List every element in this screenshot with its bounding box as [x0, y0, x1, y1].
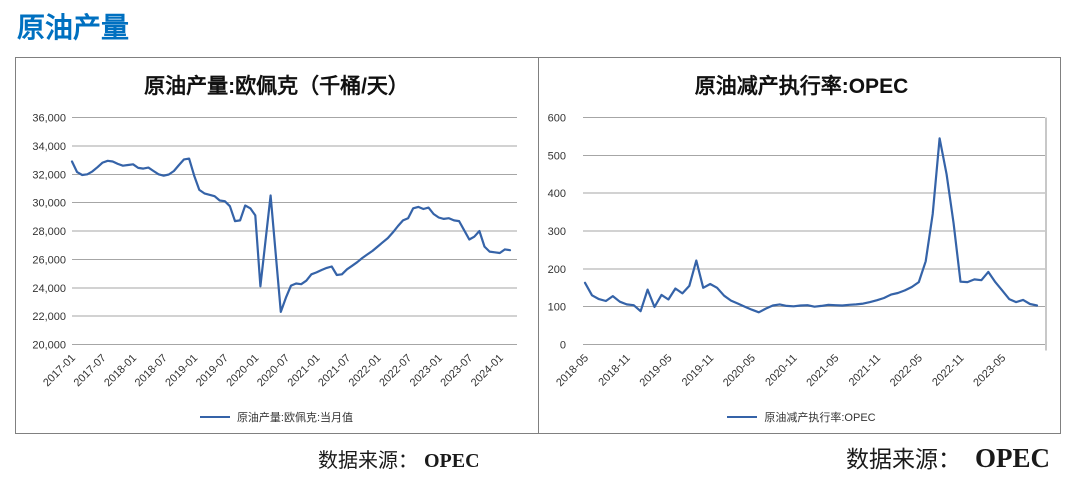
x-axis-tick-label: 2022-07	[377, 352, 414, 389]
x-axis-tick-label: 2024-01	[469, 352, 506, 389]
source-brand: OPEC	[424, 450, 480, 472]
x-axis-tick-label: 2020-01	[224, 352, 261, 389]
data-series-line	[583, 137, 1039, 314]
y-axis-tick-label: 26,000	[32, 254, 66, 266]
y-axis-tick-label: 22,000	[32, 311, 66, 323]
page-title: 原油产量	[17, 12, 130, 43]
y-axis-tick-label: 300	[548, 226, 566, 238]
x-axis-tick-label: 2022-05	[888, 352, 925, 389]
y-axis-tick-label: 28,000	[32, 226, 66, 238]
y-axis-tick-label: 400	[548, 188, 566, 200]
data-series-line	[70, 157, 512, 313]
x-axis-tick-label: 2022-11	[930, 352, 966, 388]
x-axis-tick-label: 2021-01	[286, 352, 323, 389]
production-chart-title: 原油产量:欧佩克（千桶/天）	[144, 75, 409, 98]
y-axis-tick-label: 0	[560, 340, 566, 352]
compliance-chart-legend: 原油减产执行率:OPEC	[538, 409, 1065, 425]
legend-label: 原油产量:欧佩克:当月值	[236, 412, 354, 424]
source-brand: OPEC	[975, 443, 1051, 473]
x-axis-tick-label: 2018-07	[133, 352, 170, 389]
x-axis-tick-label: 2019-05	[638, 352, 675, 389]
x-axis-tick-label: 2021-11	[847, 352, 883, 388]
x-axis-tick-label: 2020-07	[255, 352, 292, 389]
compliance-chart-title: 原油减产执行率:OPEC	[694, 75, 909, 98]
x-axis-tick-label: 2017-07	[72, 352, 109, 389]
y-axis-tick-label: 36,000	[32, 113, 66, 125]
y-axis-tick-label: 34,000	[32, 141, 66, 153]
y-axis-tick-label: 600	[548, 113, 566, 125]
x-axis-tick-label: 2023-07	[438, 352, 475, 389]
y-axis-tick-label: 30,000	[32, 198, 66, 210]
panel-divider	[538, 57, 539, 434]
source-prefix: 数据来源：	[846, 447, 961, 472]
legend-line-icon	[199, 416, 230, 418]
data-source-right: 数据来源： OPEC	[846, 440, 1050, 474]
source-prefix: 数据来源：	[318, 450, 418, 472]
x-axis-tick-label: 2023-01	[408, 352, 445, 389]
x-axis-tick-label: 2023-05	[971, 352, 1008, 389]
x-axis-tick-label: 2021-07	[316, 352, 353, 389]
data-source-left: 数据来源： OPEC	[318, 444, 480, 473]
x-axis-tick-label: 2019-07	[194, 352, 231, 389]
y-axis-tick-label: 100	[548, 302, 566, 314]
legend-label: 原油减产执行率:OPEC	[764, 412, 876, 424]
x-axis-tick-label: 2022-01	[347, 352, 384, 389]
x-axis-tick-label: 2017-01	[41, 352, 78, 389]
x-axis-tick-label: 2019-01	[163, 352, 200, 389]
x-axis-tick-label: 2021-05	[804, 352, 841, 389]
x-axis-tick-label: 2018-01	[102, 352, 139, 389]
y-axis-tick-label: 200	[548, 264, 566, 276]
production-chart-legend: 原油产量:欧佩克:当月值	[15, 409, 538, 425]
x-axis-tick-label: 2020-05	[721, 352, 758, 389]
y-axis-tick-label: 500	[548, 150, 566, 162]
y-axis-tick-label: 20,000	[32, 340, 66, 352]
production-line-chart: 36,000 34,000 32,000 30,000 28,000 26,000 24,0…	[32, 113, 517, 389]
x-axis-tick-label: 2018-11	[596, 352, 632, 388]
x-axis-tick-label: 2020-11	[763, 352, 799, 388]
x-axis-tick-label: 2018-05	[554, 352, 591, 389]
legend-line-icon	[727, 416, 758, 418]
y-axis-tick-label: 24,000	[32, 283, 66, 295]
y-axis-tick-label: 32,000	[32, 169, 66, 181]
x-axis-tick-label: 2019-11	[680, 352, 716, 388]
